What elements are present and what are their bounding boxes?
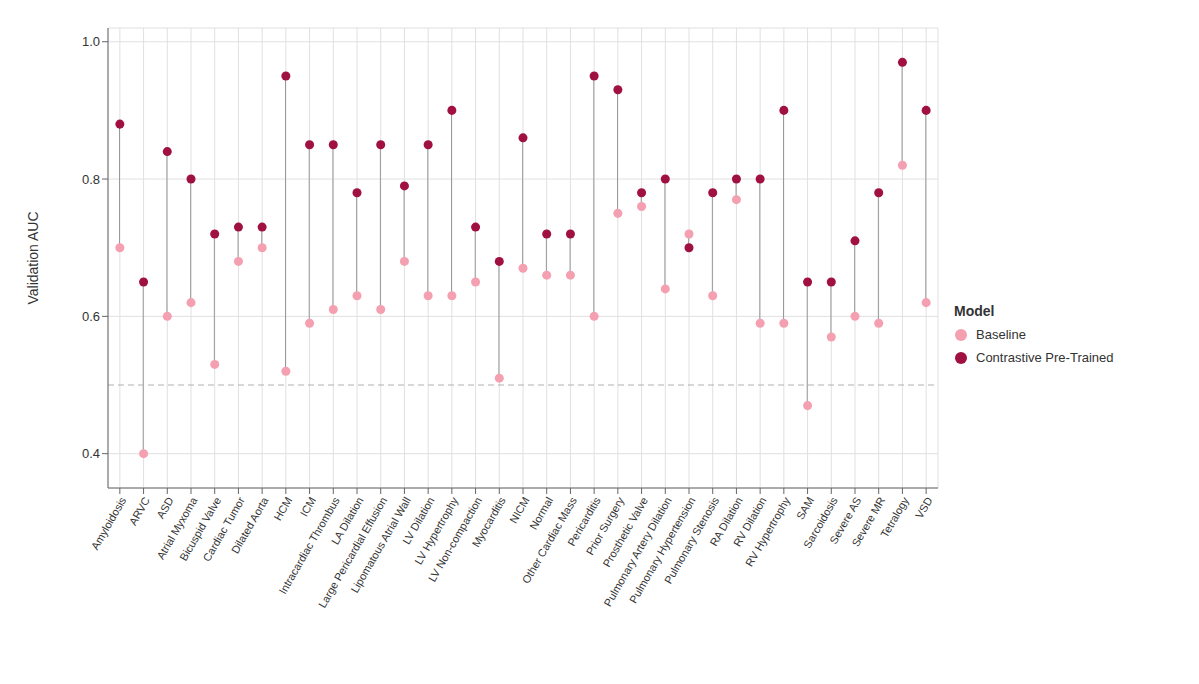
svg-text:Pericarditis: Pericarditis (565, 494, 603, 548)
svg-text:Normal: Normal (527, 494, 556, 532)
svg-text:Pulmonary Hypertension: Pulmonary Hypertension (626, 494, 698, 606)
svg-text:Bicuspid Valve: Bicuspid Valve (177, 494, 224, 563)
svg-text:HCM: HCM (271, 495, 294, 523)
svg-text:Severe MR: Severe MR (849, 495, 887, 549)
svg-text:Intracardiac Thrombus: Intracardiac Thrombus (276, 494, 342, 596)
svg-text:ICM: ICM (298, 495, 318, 518)
svg-text:ASD: ASD (154, 495, 176, 521)
svg-text:Lipomatous Atrial Wall: Lipomatous Atrial Wall (348, 495, 413, 595)
svg-text:Severe AS: Severe AS (827, 494, 864, 546)
svg-text:0.8: 0.8 (82, 172, 100, 187)
svg-text:Myocarditis: Myocarditis (470, 494, 508, 549)
svg-text:Other Cardiac Mass: Other Cardiac Mass (519, 494, 579, 586)
svg-text:Validation AUC: Validation AUC (25, 211, 41, 304)
svg-text:Atrial Myxoma: Atrial Myxoma (154, 494, 200, 562)
svg-text:Prior Surgery: Prior Surgery (583, 494, 627, 557)
svg-text:1.0: 1.0 (82, 34, 100, 49)
svg-text:Prosthetic Valve: Prosthetic Valve (600, 494, 651, 569)
svg-text:ARVC: ARVC (126, 495, 152, 527)
html-text:Model: Model (954, 303, 995, 319)
html-text:Baseline: Baseline (976, 327, 1026, 342)
svg-text:RA Dilation: RA Dilation (707, 494, 745, 548)
svg-text:0.6: 0.6 (82, 309, 100, 324)
svg-text:Sarcoidosis: Sarcoidosis (801, 494, 840, 551)
svg-text:Pulmonary Stenosis: Pulmonary Stenosis (661, 494, 722, 586)
svg-text:LV Dilation: LV Dilation (400, 494, 437, 547)
svg-text:LA Dilation: LA Dilation (328, 494, 366, 547)
svg-text:Amyloidosis: Amyloidosis (89, 494, 129, 551)
svg-text:Large Pericardial Effusion: Large Pericardial Effusion (315, 494, 390, 610)
svg-text:0.4: 0.4 (82, 446, 100, 461)
svg-text:Tetralogy: Tetralogy (878, 494, 911, 539)
svg-text:SAM: SAM (794, 495, 816, 522)
svg-text:LV Hypertrophy: LV Hypertrophy (412, 494, 461, 567)
svg-text:Dilated Aorta: Dilated Aorta (229, 494, 271, 555)
svg-text:NICM: NICM (507, 495, 531, 525)
svg-text:Pulmonary Artery Dilation: Pulmonary Artery Dilation (601, 494, 674, 609)
svg-text:RV Dilation: RV Dilation (730, 494, 769, 549)
html-text:Contrastive Pre-Trained: Contrastive Pre-Trained (976, 350, 1114, 365)
svg-text:LV Non-compaction: LV Non-compaction (425, 494, 485, 584)
svg-text:VSD: VSD (913, 495, 935, 521)
svg-text:Cardiac Tumor: Cardiac Tumor (200, 494, 247, 564)
svg-text:RV Hypertrophy: RV Hypertrophy (743, 494, 793, 568)
